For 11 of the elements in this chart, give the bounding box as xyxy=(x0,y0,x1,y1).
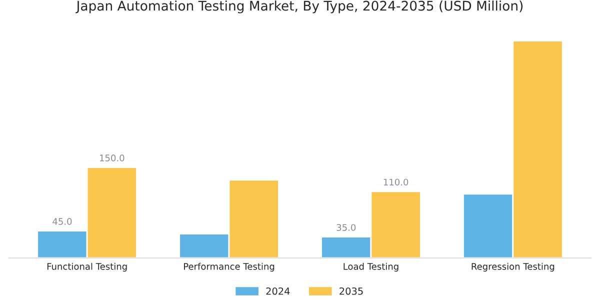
x-tick-label: Performance Testing xyxy=(184,262,274,272)
x-tick-label: Load Testing xyxy=(344,262,398,272)
x-tick-label: Regression Testing xyxy=(472,262,554,272)
chart-title: Japan Automation Testing Market, By Type, 2024-2035 (USD Million) xyxy=(76,0,523,14)
data-label: 45.0 xyxy=(52,218,72,225)
data-label: 150.0 xyxy=(100,154,124,162)
legend-label: 2035 xyxy=(340,287,363,295)
x-tick-label: Functional Testing xyxy=(47,262,127,272)
data-label: 110.0 xyxy=(384,178,408,186)
data-label: 35.0 xyxy=(336,224,356,231)
legend-label: 2024 xyxy=(266,287,290,295)
